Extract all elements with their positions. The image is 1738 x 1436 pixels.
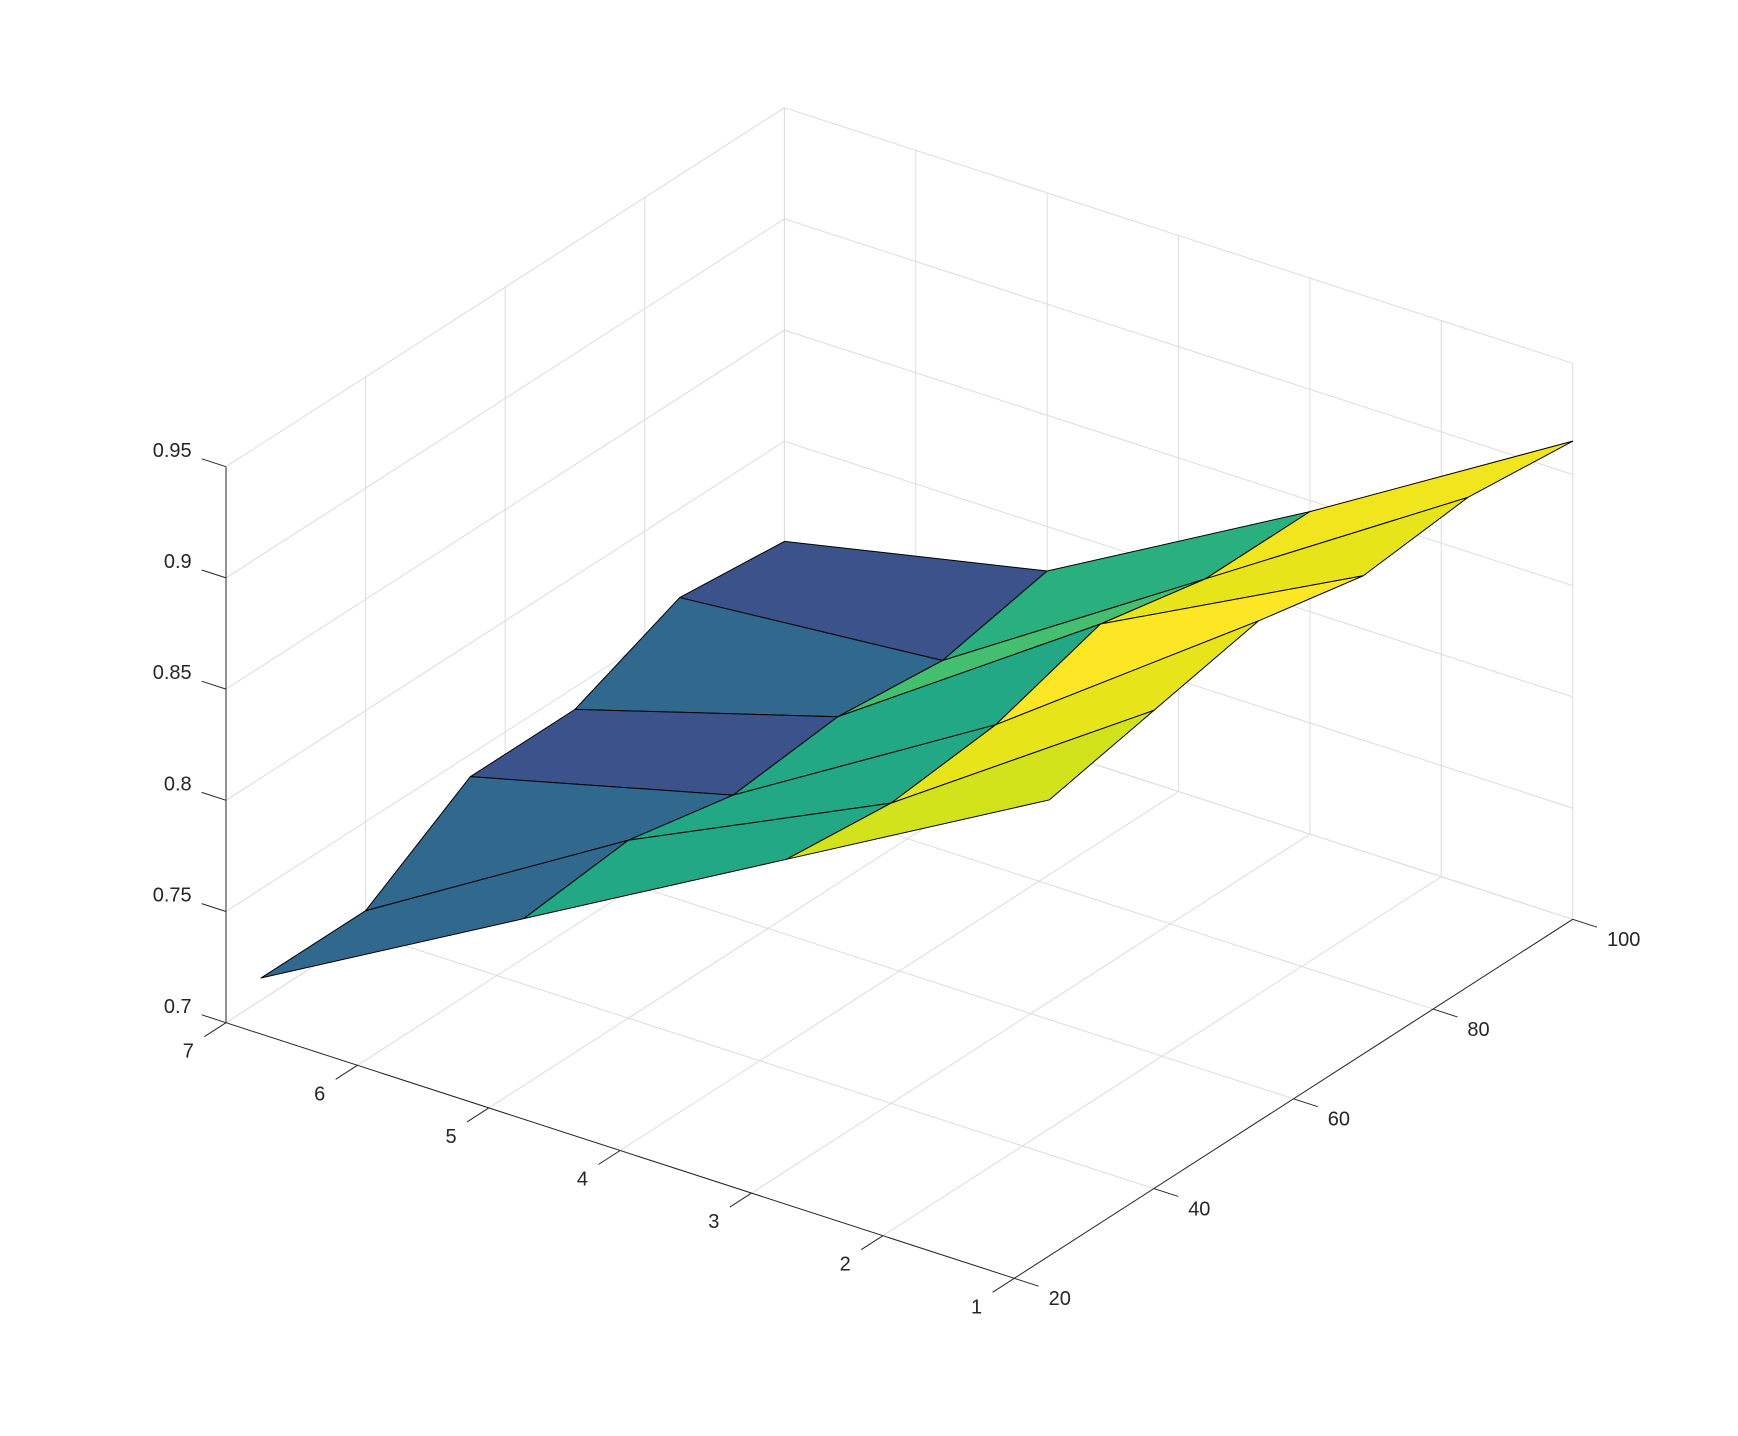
wall-gridline-z	[225, 329, 785, 690]
surface-face	[1204, 440, 1574, 580]
x-tick-label: 3	[708, 1211, 719, 1233]
x-tick-label: 1	[971, 1296, 982, 1318]
x-tick	[992, 1277, 1015, 1293]
z-tick-label: 0.8	[164, 773, 192, 795]
z-tick	[201, 1014, 227, 1024]
z-tick-label: 0.9	[164, 551, 192, 573]
z-tick-label: 0.85	[153, 662, 192, 684]
y-tick-label: 20	[1049, 1288, 1071, 1310]
wall-gridline-z	[784, 218, 1573, 475]
z-tick-label: 0.7	[164, 996, 192, 1018]
x-tick-label: 6	[314, 1083, 325, 1105]
z-tick	[201, 903, 227, 912]
x-tick-label: 5	[446, 1126, 457, 1148]
z-tick	[201, 569, 227, 579]
wall-gridline-z	[784, 329, 1573, 587]
z-tick-label: 0.95	[153, 440, 192, 462]
z-tick	[201, 791, 227, 801]
x-tick	[335, 1064, 358, 1080]
y-tick-label: 60	[1328, 1109, 1350, 1131]
x-tick-label: 2	[840, 1254, 851, 1276]
x-tick	[860, 1235, 884, 1251]
wall-gridline-z	[225, 440, 785, 801]
y-tick	[1572, 918, 1598, 928]
x-tick	[204, 1022, 227, 1038]
wall-gridline-z	[225, 218, 785, 579]
x-tick	[466, 1107, 490, 1123]
wall-gridline-z	[225, 107, 785, 468]
x-tick	[598, 1150, 621, 1165]
y-tick	[1293, 1098, 1318, 1108]
y-tick	[1432, 1008, 1458, 1018]
y-tick	[1153, 1188, 1179, 1197]
y-tick-label: 80	[1467, 1019, 1489, 1041]
axes	[201, 458, 1598, 1293]
surface	[260, 440, 1574, 979]
y-tick-label: 40	[1188, 1198, 1210, 1220]
z-tick	[201, 458, 227, 468]
wall-gridline-z	[784, 107, 1573, 364]
z-tick-label: 0.75	[153, 885, 192, 907]
x-tick	[729, 1192, 752, 1208]
surface-face	[785, 709, 1155, 860]
x-tick-label: 4	[577, 1169, 588, 1191]
floor-gridline-y	[365, 932, 1155, 1190]
tick-labels: 0.7 0.75 0.8 0.85 0.9 0.95 1 2 3 4 5 6 7 20 40 60 80 100	[153, 440, 1641, 1319]
y-tick-label: 100	[1607, 929, 1640, 951]
y-tick	[1014, 1277, 1039, 1287]
z-tick	[201, 680, 227, 690]
x-tick-label: 7	[183, 1041, 194, 1063]
